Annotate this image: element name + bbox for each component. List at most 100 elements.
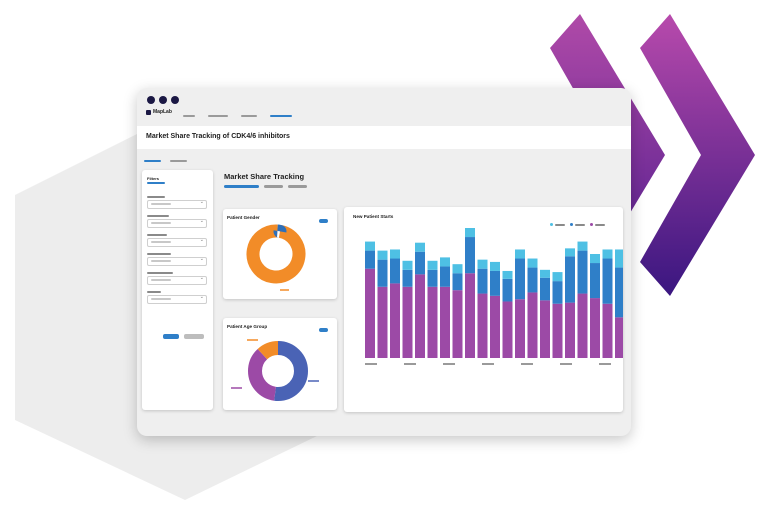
bar-segment[interactable] — [377, 250, 388, 260]
legend-label — [575, 223, 585, 226]
bar-segment[interactable] — [590, 254, 600, 264]
filter-dropdown[interactable]: ⌄ — [147, 237, 207, 247]
bar-segment[interactable] — [390, 249, 400, 259]
filter-dropdown[interactable]: ⌄ — [147, 294, 207, 304]
bar-segment[interactable] — [552, 303, 563, 358]
bar-segment[interactable] — [390, 258, 400, 284]
bar-segment[interactable] — [602, 258, 613, 304]
gender-slice-2[interactable] — [246, 224, 306, 284]
bar-segment[interactable] — [415, 242, 425, 252]
legend-dot-light-blue — [550, 223, 553, 226]
bar-segment[interactable] — [452, 273, 463, 291]
patient-age-group-legend-pill[interactable] — [319, 328, 328, 332]
filter-dropdown[interactable]: ⌄ — [147, 199, 207, 209]
bar-segment[interactable] — [440, 257, 450, 267]
bar-segment[interactable] — [390, 283, 400, 358]
bar-segment[interactable] — [402, 269, 413, 287]
bar-segment[interactable] — [365, 250, 375, 269]
filter-dropdown[interactable]: ⌄ — [147, 218, 207, 228]
nav-item-1[interactable] — [183, 115, 195, 117]
filter-label — [147, 234, 167, 236]
dashboard-tab-3[interactable] — [288, 185, 307, 188]
bar-segment[interactable] — [527, 292, 538, 358]
nav-item-4[interactable] — [270, 115, 292, 117]
bar-segment[interactable] — [527, 267, 538, 293]
bar-segment[interactable] — [427, 269, 438, 287]
bar-segment[interactable] — [465, 228, 475, 238]
bar-segment[interactable] — [415, 251, 425, 275]
bar-segment[interactable] — [465, 237, 475, 274]
bar-segment[interactable] — [577, 293, 588, 358]
app-logo[interactable]: MapLab — [146, 109, 172, 115]
bar-segment[interactable] — [440, 286, 450, 358]
bar-segment[interactable] — [565, 248, 575, 257]
bar-segment[interactable] — [502, 270, 513, 279]
bar-segment[interactable] — [452, 264, 463, 274]
bar-segment[interactable] — [515, 299, 525, 358]
reset-filters-button[interactable] — [184, 334, 204, 339]
window-dot[interactable] — [159, 96, 167, 104]
bar-segment[interactable] — [490, 270, 500, 296]
bar-segment[interactable] — [477, 293, 488, 358]
window-dot[interactable] — [171, 96, 179, 104]
bar-segment[interactable] — [490, 261, 500, 271]
bar-segment[interactable] — [477, 268, 488, 294]
subtab-1[interactable] — [144, 160, 161, 162]
bar-segment[interactable] — [427, 286, 438, 358]
top-navigation: MapLab — [137, 106, 631, 126]
age-slice-3[interactable] — [248, 341, 308, 401]
bar-segment[interactable] — [440, 266, 450, 287]
bar-segment[interactable] — [477, 259, 488, 269]
age-slice-2[interactable] — [248, 341, 308, 401]
x-tick-label — [482, 363, 494, 365]
bar-segment[interactable] — [377, 286, 388, 358]
dashboard-title: Market Share Tracking — [224, 172, 305, 181]
bar-segment[interactable] — [365, 241, 375, 251]
bar-segment[interactable] — [452, 290, 463, 358]
legend-label — [555, 223, 565, 226]
bar-segment[interactable] — [377, 259, 388, 287]
bar-segment[interactable] — [552, 281, 563, 304]
patient-gender-legend-pill[interactable] — [319, 219, 328, 223]
bar-segment[interactable] — [402, 260, 413, 270]
bar-segment[interactable] — [590, 263, 600, 299]
nav-item-3[interactable] — [241, 115, 257, 117]
bar-segment[interactable] — [565, 302, 575, 358]
bar-segment[interactable] — [465, 273, 475, 358]
bar-segment[interactable] — [402, 286, 413, 358]
bar-segment[interactable] — [540, 269, 550, 278]
dashboard-tab-1[interactable] — [224, 185, 259, 188]
bar-segment[interactable] — [502, 301, 513, 358]
bar-segment[interactable] — [515, 249, 525, 259]
nav-item-2[interactable] — [208, 115, 228, 117]
dashboard-tab-2[interactable] — [264, 185, 283, 188]
bar-segment[interactable] — [490, 295, 500, 358]
bar-segment[interactable] — [365, 268, 375, 358]
bar-segment[interactable] — [565, 256, 575, 303]
subtab-2[interactable] — [170, 160, 187, 162]
bar-segment[interactable] — [527, 258, 538, 268]
bar-segment[interactable] — [602, 303, 613, 358]
bar-segment[interactable] — [415, 274, 425, 358]
bar-segment[interactable] — [502, 278, 513, 302]
bar-segment[interactable] — [552, 272, 563, 282]
window-dot[interactable] — [147, 96, 155, 104]
bar-segment[interactable] — [540, 300, 550, 358]
bar-segment[interactable] — [577, 241, 588, 251]
bar-segment[interactable] — [602, 249, 613, 259]
bar-segment[interactable] — [615, 249, 623, 268]
apply-filters-button[interactable] — [163, 334, 179, 339]
bar-segment[interactable] — [615, 317, 623, 358]
bar-segment[interactable] — [590, 298, 600, 358]
filters-title-underline — [147, 182, 165, 184]
bar-segment[interactable] — [540, 277, 550, 301]
logo-icon — [146, 109, 151, 115]
bar-segment[interactable] — [515, 258, 525, 300]
filter-dropdown[interactable]: ⌄ — [147, 275, 207, 285]
legend-dot-purple — [590, 223, 593, 226]
new-patient-starts-chart — [365, 228, 623, 365]
filter-dropdown[interactable]: ⌄ — [147, 256, 207, 266]
bar-segment[interactable] — [577, 250, 588, 294]
bar-segment[interactable] — [427, 260, 438, 270]
bar-segment[interactable] — [615, 267, 623, 318]
